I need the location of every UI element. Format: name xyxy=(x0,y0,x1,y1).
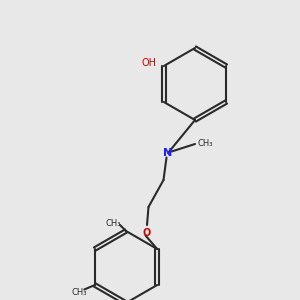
Text: OH: OH xyxy=(141,58,156,68)
Text: CH₃: CH₃ xyxy=(72,288,87,297)
Text: O: O xyxy=(143,228,151,238)
Text: N: N xyxy=(164,148,172,158)
Text: CH₃: CH₃ xyxy=(106,219,122,228)
Text: CH₃: CH₃ xyxy=(198,140,214,148)
